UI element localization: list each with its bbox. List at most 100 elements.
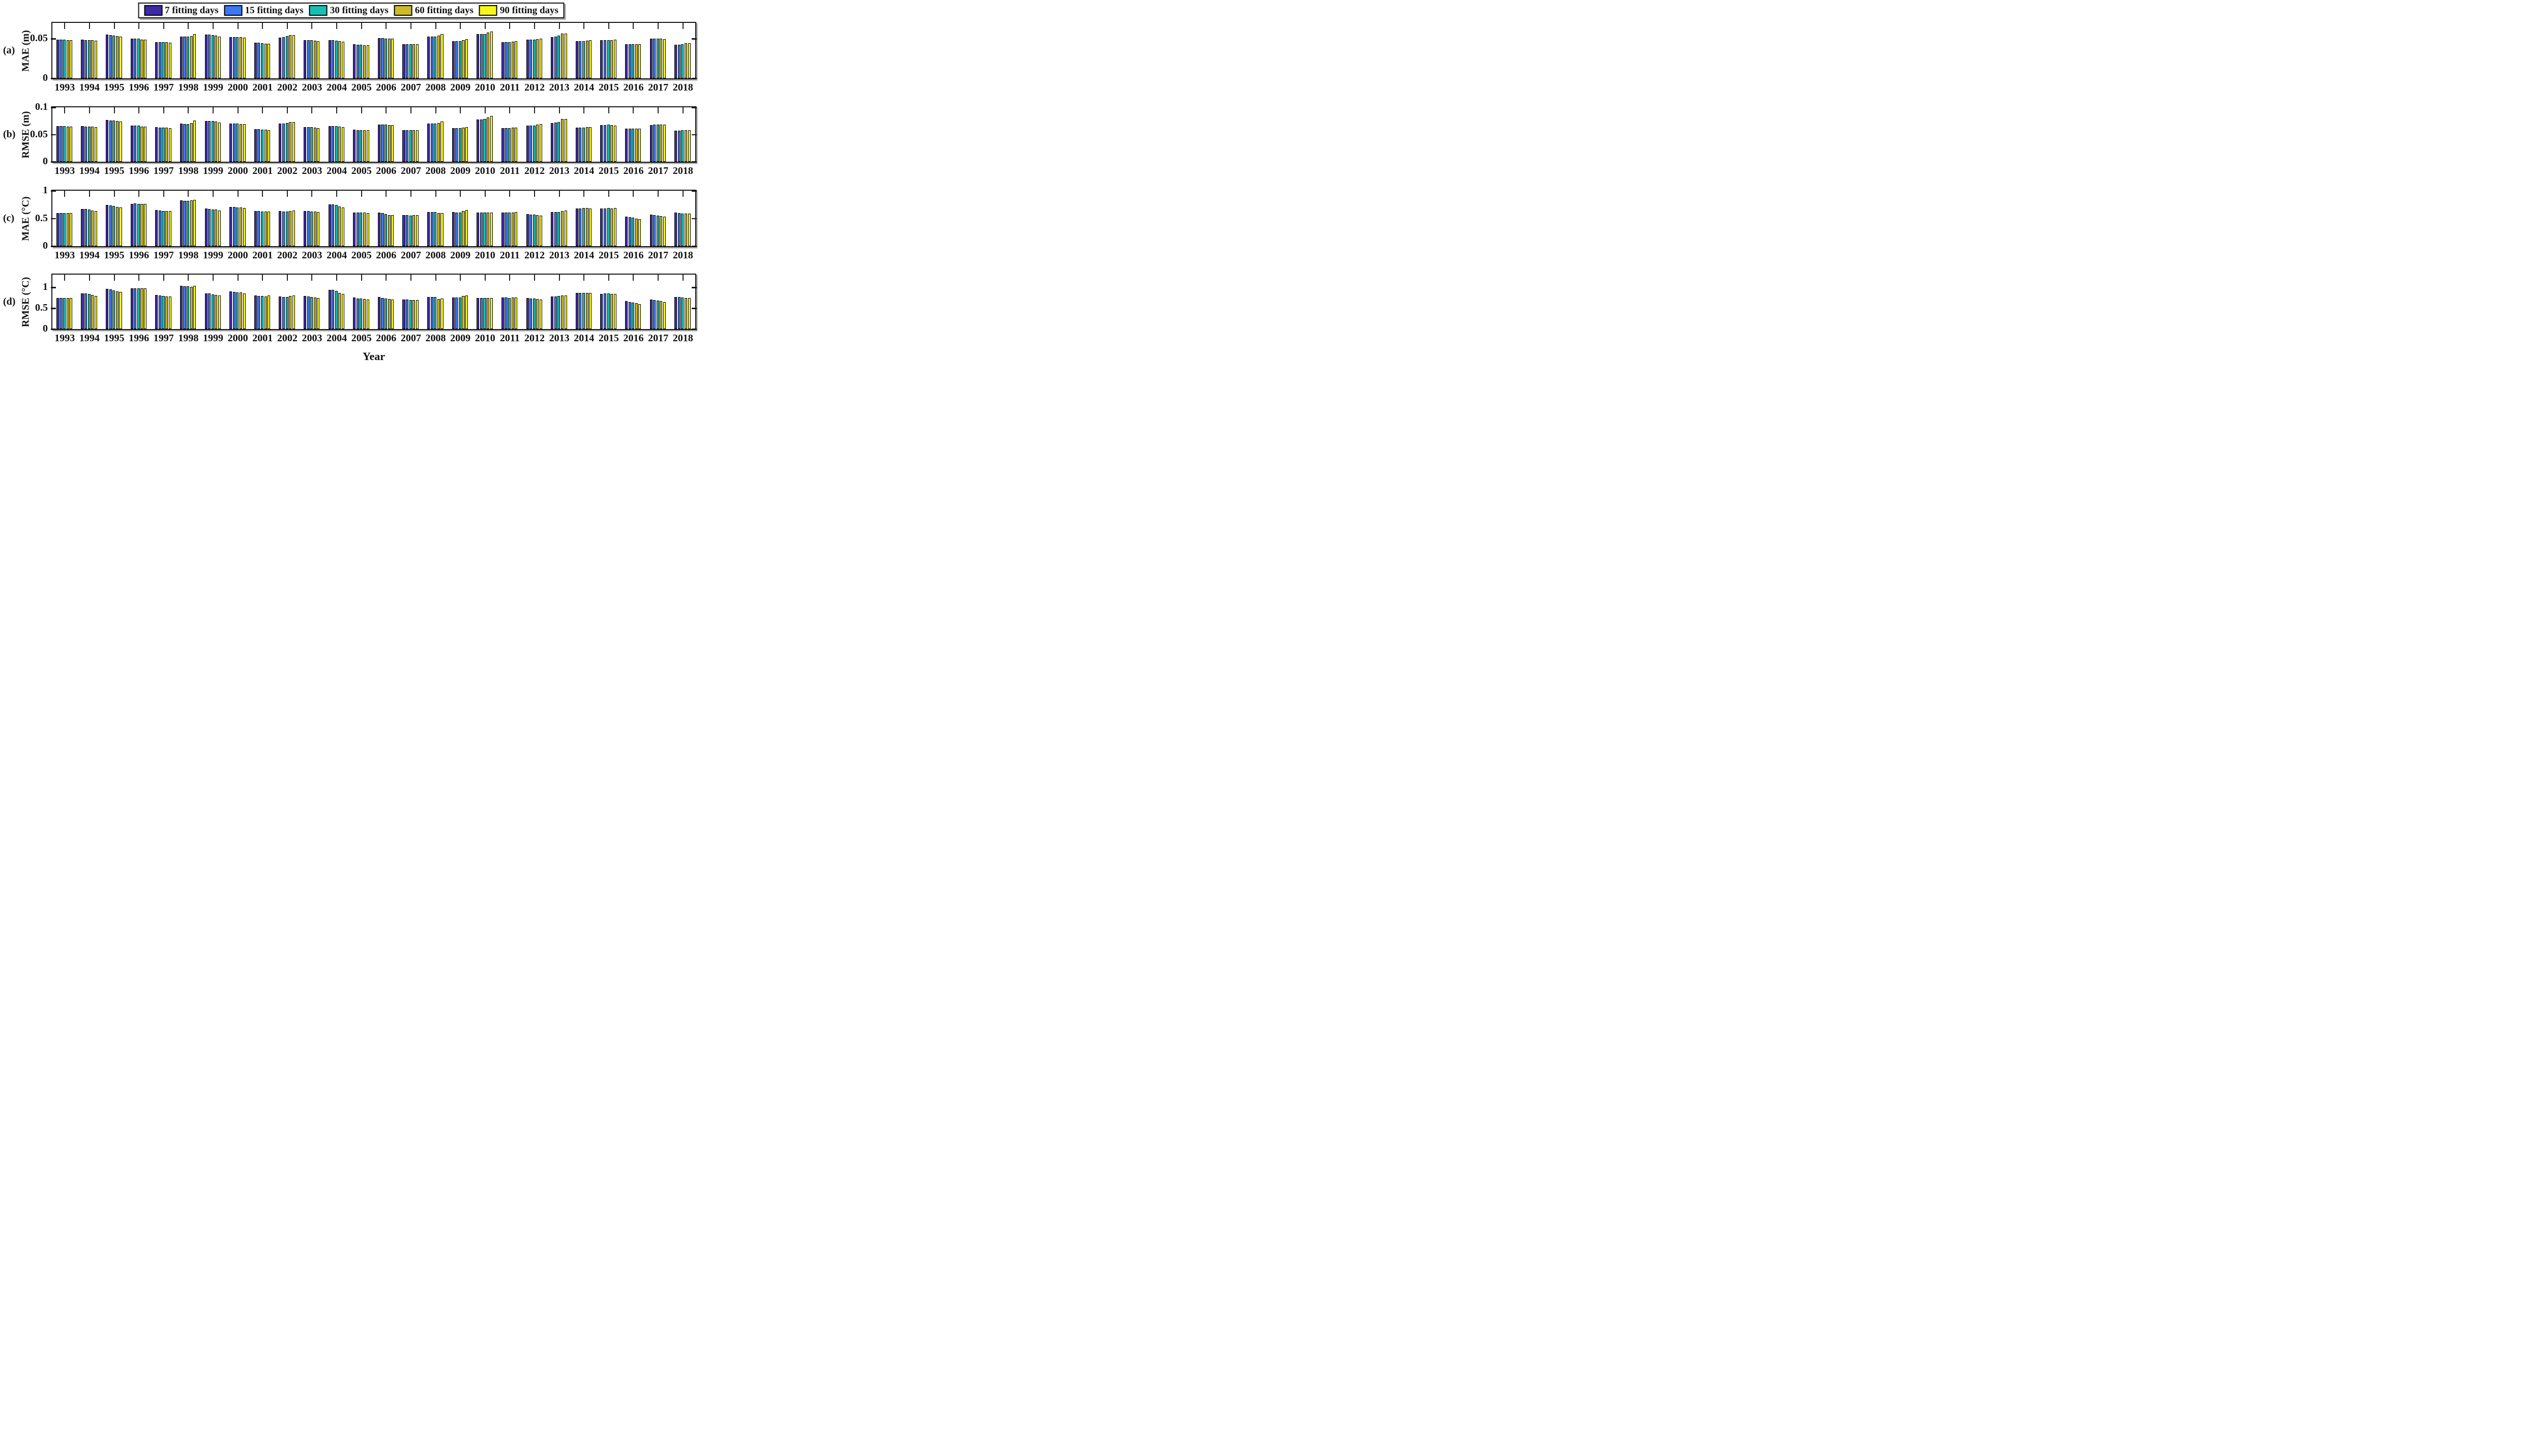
bar xyxy=(377,125,380,162)
x-tick-top xyxy=(311,107,313,113)
bar xyxy=(363,130,366,162)
bar xyxy=(307,127,310,162)
bar xyxy=(402,44,405,78)
bar xyxy=(409,44,412,78)
bar xyxy=(385,125,388,162)
x-tick-top xyxy=(286,23,288,29)
x-tick-label: 2007 xyxy=(400,165,421,176)
bar xyxy=(292,295,295,329)
bar xyxy=(155,42,158,78)
bar xyxy=(307,40,310,78)
x-tick-label: 2011 xyxy=(499,82,520,93)
x-tick-label: 1998 xyxy=(178,165,199,176)
x-tick-top xyxy=(658,107,659,113)
x-tick-label: 2004 xyxy=(327,333,347,344)
x-tick-label: 2012 xyxy=(524,333,545,344)
bar xyxy=(208,35,211,78)
bar xyxy=(656,301,659,329)
bar xyxy=(84,40,87,78)
x-tick-label: 2011 xyxy=(499,250,520,261)
x-tick-top xyxy=(88,107,90,113)
x-tick-top xyxy=(64,191,66,197)
bar xyxy=(232,292,235,329)
bar xyxy=(656,39,659,78)
bar xyxy=(215,122,218,162)
x-tick-top xyxy=(163,275,164,281)
x-tick-label: 1995 xyxy=(104,82,125,93)
figure-root: 7 fitting days 15 fitting days 30 fitting … xyxy=(0,0,702,364)
y-tick xyxy=(51,329,56,330)
bar xyxy=(515,298,518,329)
x-tick-top xyxy=(410,191,411,197)
bar xyxy=(289,35,292,78)
bar xyxy=(625,217,628,246)
y-tick xyxy=(692,287,697,288)
bar xyxy=(505,213,508,246)
x-tick-label: 2017 xyxy=(648,250,669,261)
legend: 7 fitting days 15 fitting days 30 fitting … xyxy=(138,3,565,18)
x-tick-label: 2000 xyxy=(227,250,248,261)
bar xyxy=(229,124,232,162)
x-tick-label: 2012 xyxy=(524,165,545,176)
x-tick-label: 2014 xyxy=(574,333,595,344)
bar xyxy=(260,43,264,78)
x-tick-top xyxy=(460,275,461,281)
panel-d-plot xyxy=(51,274,697,330)
bar xyxy=(536,215,539,246)
bar xyxy=(236,292,239,329)
bar xyxy=(168,296,171,329)
bar xyxy=(409,130,412,162)
bar xyxy=(603,40,607,78)
x-tick-top xyxy=(386,191,387,197)
bar xyxy=(341,207,345,246)
x-tick-top xyxy=(213,107,214,113)
bar xyxy=(257,129,260,162)
x-tick-top xyxy=(682,275,684,281)
panel-b-label: (b) xyxy=(3,128,16,140)
x-tick-label: 1998 xyxy=(178,250,199,261)
bar xyxy=(91,211,94,246)
x-tick-top xyxy=(64,107,66,113)
bar xyxy=(529,215,533,246)
panel-c-plot xyxy=(51,190,697,247)
panel-b-plot xyxy=(51,106,697,163)
bar xyxy=(526,40,529,78)
bar xyxy=(187,124,190,162)
bar xyxy=(183,124,186,162)
x-tick-top xyxy=(213,191,214,197)
bar xyxy=(187,286,190,329)
bar xyxy=(162,128,165,162)
bar xyxy=(313,128,316,162)
x-tick-top xyxy=(386,23,387,29)
x-tick-top xyxy=(188,107,189,113)
bar xyxy=(332,40,335,78)
x-tick-top xyxy=(558,107,560,113)
x-tick-top xyxy=(435,191,436,197)
bar xyxy=(649,300,653,329)
bar xyxy=(674,131,677,162)
bar xyxy=(56,40,59,78)
x-tick-label: 1997 xyxy=(153,333,174,344)
bar xyxy=(585,41,588,78)
bar xyxy=(211,35,214,78)
y-tick xyxy=(692,134,697,135)
x-tick-label: 2005 xyxy=(351,333,372,344)
x-tick-label: 2005 xyxy=(351,165,372,176)
bar xyxy=(628,302,631,329)
bar xyxy=(130,288,133,329)
y-tick-label: 0 xyxy=(43,240,48,251)
bar xyxy=(239,124,242,162)
bar xyxy=(551,37,554,78)
x-tick-label: 2013 xyxy=(549,82,570,93)
bar xyxy=(434,124,437,162)
bar xyxy=(60,40,63,78)
x-tick-label: 2009 xyxy=(450,165,471,176)
bar xyxy=(66,127,69,162)
bar xyxy=(183,286,186,329)
x-tick-top xyxy=(534,23,535,29)
x-tick-top xyxy=(460,107,461,113)
bar xyxy=(575,128,578,162)
bar xyxy=(168,211,171,246)
bar xyxy=(430,297,433,329)
bar xyxy=(264,212,267,246)
